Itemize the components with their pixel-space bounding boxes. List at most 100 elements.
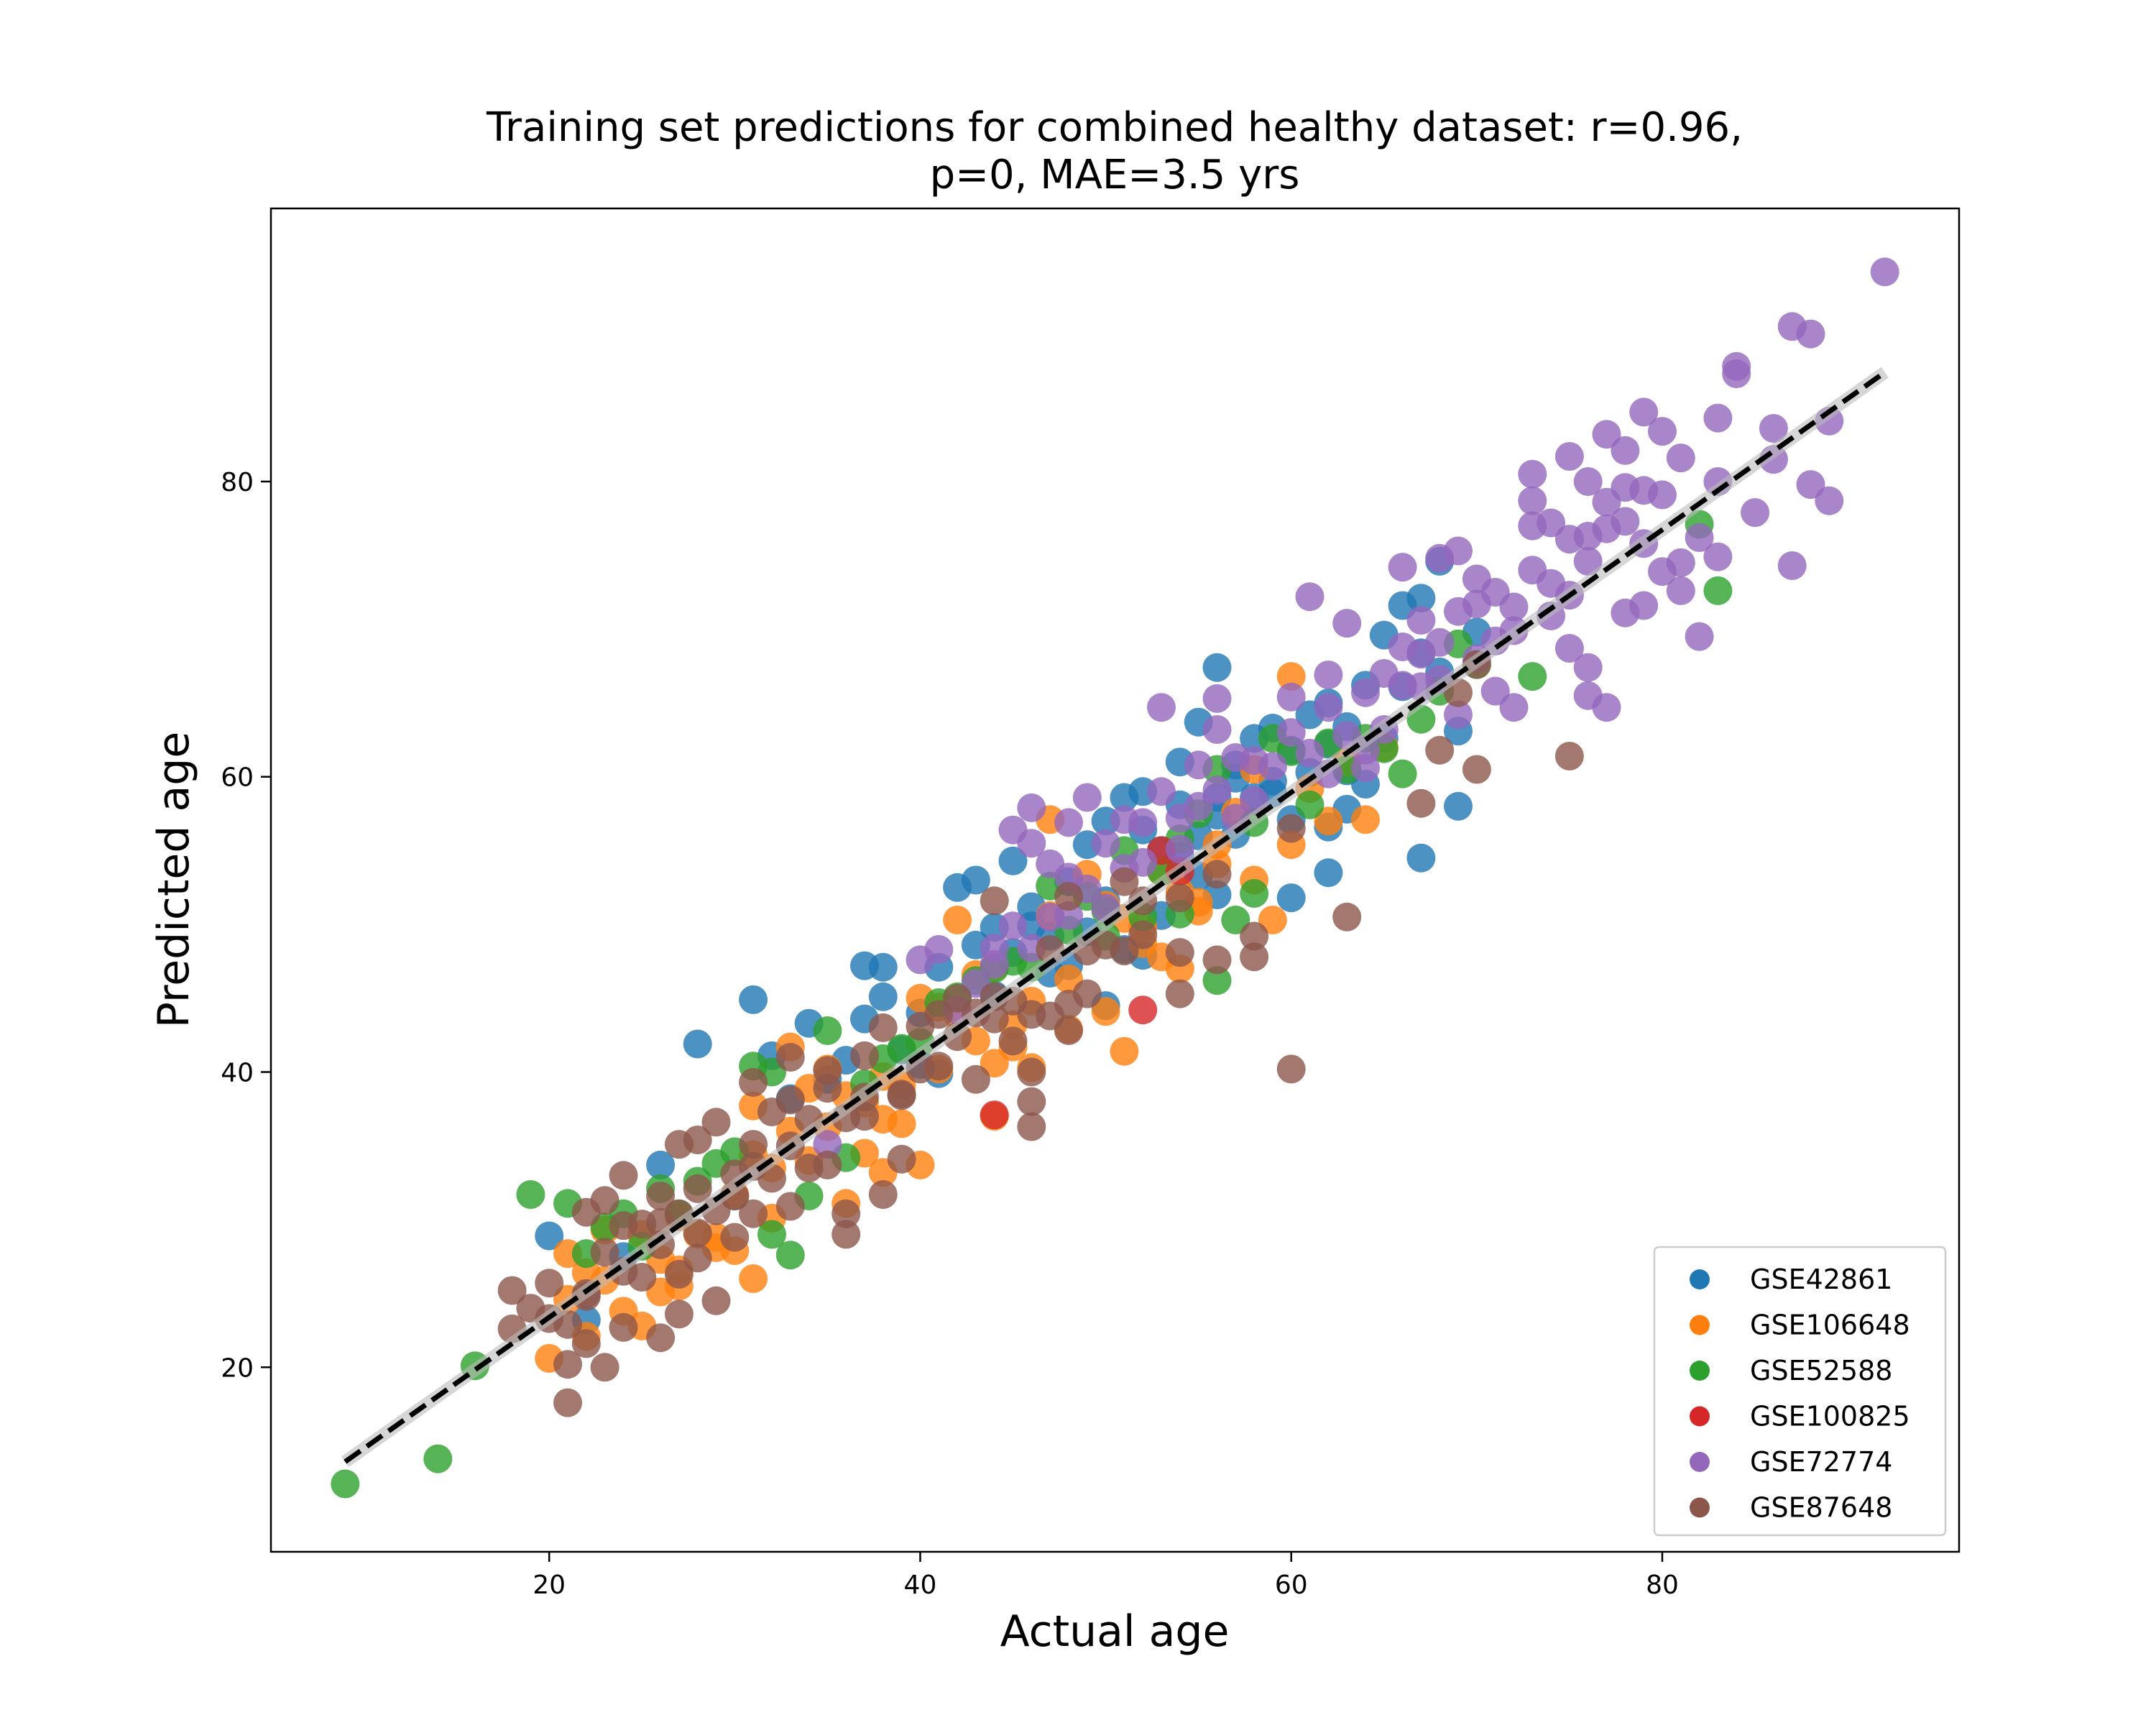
data-point [609,1312,638,1342]
data-point [850,1041,879,1070]
data-point [924,1052,954,1081]
data-point [1128,808,1158,837]
data-point [1537,569,1566,598]
data-point [980,1100,1009,1130]
data-point [1054,1016,1083,1045]
x-tick-label: 60 [1275,1570,1308,1600]
data-point [1276,883,1306,913]
data-point [553,1388,582,1417]
data-point [1202,653,1232,682]
data-point [1276,682,1306,712]
data-point [775,1192,805,1221]
legend-marker-GSE87648 [1690,1497,1710,1518]
data-point [1573,467,1603,496]
data-point [1554,442,1584,471]
data-point [739,985,768,1014]
legend-label-GSE106648: GSE106648 [1750,1310,1910,1341]
y-tick-label: 80 [221,468,254,497]
legend-label-GSE52588: GSE52588 [1750,1355,1892,1386]
data-point [868,1013,898,1042]
data-point [943,906,972,934]
data-point [1573,546,1603,576]
data-point [1648,480,1677,510]
data-point [1518,459,1547,489]
data-point [813,1150,842,1179]
data-point [775,1241,805,1270]
data-point [1444,700,1473,730]
data-point [1017,793,1046,822]
fit-line [344,370,1886,1464]
data-point [1406,843,1436,873]
data-point [868,1180,898,1209]
data-point [1388,671,1417,700]
x-axis: 20 40 60 80 [533,1552,1679,1600]
data-point [535,1269,564,1298]
data-point [1017,1057,1046,1087]
data-point [1221,906,1250,934]
data-point [1666,443,1695,473]
data-point [1741,498,1770,528]
data-point [683,1174,712,1203]
data-point [1276,718,1306,748]
data-point [1276,814,1306,843]
data-point [1722,351,1751,381]
data-point [1295,738,1325,768]
data-point [1703,542,1733,571]
y-axis: 20 40 60 80 [221,468,271,1383]
data-point [1759,414,1788,443]
x-tick-label: 80 [1646,1570,1679,1600]
data-point [1202,776,1232,805]
legend-marker-GSE42861 [1690,1269,1710,1289]
data-point [646,1182,676,1210]
data-point [553,1310,582,1339]
data-point [1406,584,1436,613]
data-point [739,1067,768,1097]
data-point [1091,829,1120,858]
data-point [831,1220,861,1249]
data-point [1258,906,1287,934]
data-point [1870,257,1899,287]
legend-label-GSE72774: GSE72774 [1750,1446,1892,1478]
data-point [1518,511,1547,540]
data-point [980,949,1009,979]
data-point [331,1469,360,1499]
data-point [683,1243,712,1273]
data-point [1388,553,1417,582]
data-point [1592,420,1621,449]
data-point [850,1102,879,1131]
y-tick-label: 20 [221,1353,254,1383]
data-point [1165,883,1194,913]
y-tick-label: 40 [221,1059,254,1088]
plot-frame [270,207,1961,1553]
data-point [813,1016,842,1045]
data-point [739,1264,768,1293]
data-point [497,1276,527,1305]
data-point [1703,576,1733,605]
data-point [1184,750,1213,780]
data-point [1462,589,1491,619]
data-point [998,911,1028,941]
data-point [961,865,990,895]
data-point [664,1259,694,1289]
data-point [1406,788,1436,818]
data-point [1276,1054,1306,1084]
data-point [423,1444,453,1473]
data-point [1462,755,1491,784]
data-point [998,1026,1028,1056]
x-tick-label: 40 [904,1570,937,1600]
data-point [1128,995,1158,1025]
data-point [1592,693,1621,722]
data-point [1444,536,1473,566]
data-point [1796,319,1825,349]
data-point [868,982,898,1011]
x-axis-label: Actual age [1000,1606,1230,1657]
data-point [1240,879,1269,908]
data-point [739,1199,768,1228]
data-point [1295,582,1325,612]
data-point [609,1161,638,1190]
data-point [1685,622,1714,651]
data-point [831,1199,861,1228]
data-point [1554,634,1584,663]
data-point [1425,735,1455,765]
data-point [1240,921,1269,951]
